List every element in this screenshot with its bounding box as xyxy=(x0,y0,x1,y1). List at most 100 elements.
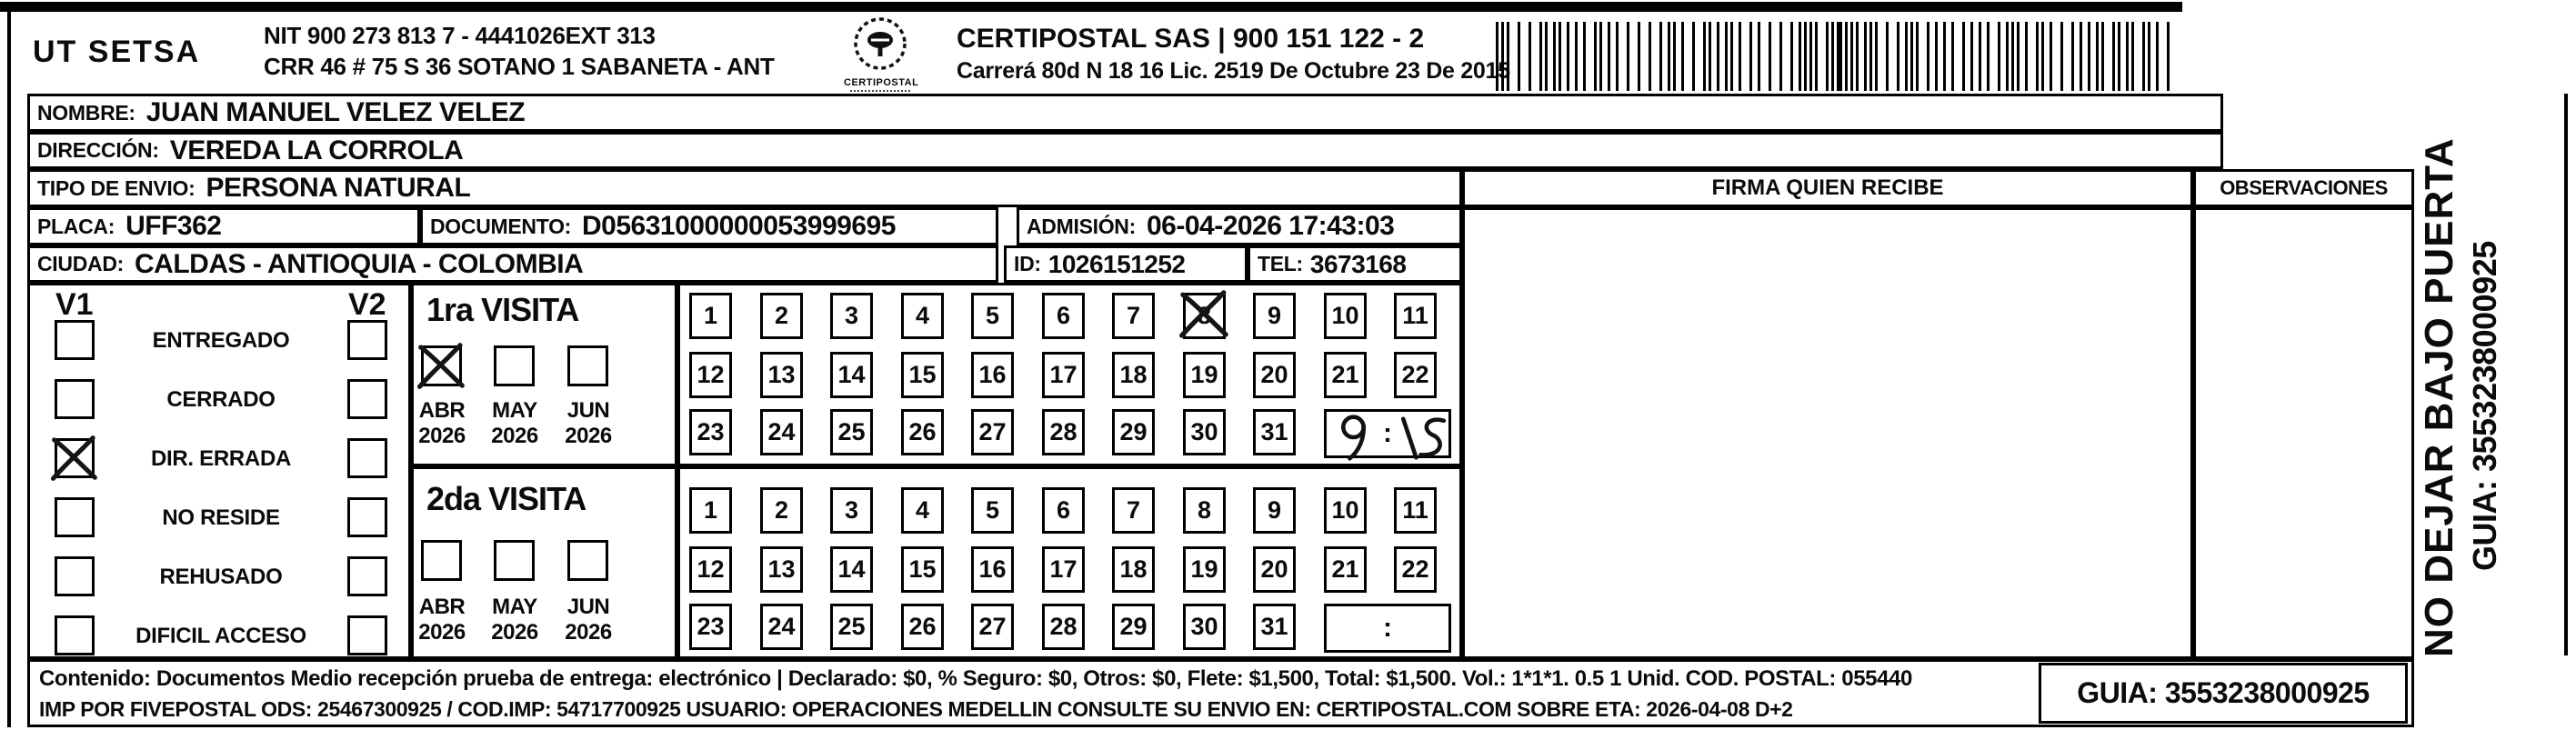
day-number: 14 xyxy=(837,555,866,583)
visit2-month-abr-year: 2026 xyxy=(418,620,466,645)
ciudad-label: CIUDAD: xyxy=(37,252,124,275)
checkbox-v1-entregado xyxy=(55,320,95,360)
status-label-entregado: ENTREGADO xyxy=(152,328,290,353)
visit2-month-jun-label: JUN xyxy=(566,595,610,619)
visit2-day-23: 23 xyxy=(689,604,732,650)
visit2-month-abr-checkbox xyxy=(421,540,462,581)
handwritten-time xyxy=(1341,415,1447,461)
visit1-day-14: 14 xyxy=(830,352,873,398)
day-number: 20 xyxy=(1260,361,1288,388)
day-number: 27 xyxy=(978,418,1007,445)
visit1-day-29: 29 xyxy=(1112,409,1155,455)
day-number: 13 xyxy=(767,555,796,583)
visit1-day-30: 30 xyxy=(1183,409,1226,455)
sender-company-name: UT SETSA xyxy=(33,35,201,69)
day-number: 16 xyxy=(978,555,1007,583)
side-note-warning: NO DEJAR BAJO PUERTA xyxy=(2417,137,2461,657)
visit1-day-31: 31 xyxy=(1253,409,1296,455)
visit2-day-12: 12 xyxy=(689,546,732,593)
visit1-day-24: 24 xyxy=(760,409,803,455)
checkbox-v1-no-reside xyxy=(55,497,95,537)
day-number: 8 xyxy=(1197,496,1212,524)
day-number: 10 xyxy=(1331,496,1359,524)
direccion-value: VEREDA LA CORROLA xyxy=(169,135,464,165)
visit1-day-17: 17 xyxy=(1042,352,1085,398)
day-number: 10 xyxy=(1331,302,1359,329)
status-label-dificil-acceso: DIFICIL ACCESO xyxy=(135,624,306,648)
visit2-day-9: 9 xyxy=(1253,487,1296,534)
day-number: 15 xyxy=(908,361,937,388)
visit1-month-abr-checkbox xyxy=(416,343,465,389)
visit1-day-12: 12 xyxy=(689,352,732,398)
handwritten-x-mark xyxy=(416,343,465,389)
visit2-day-11: 11 xyxy=(1394,487,1437,534)
visit1-day-25: 25 xyxy=(830,409,873,455)
footer-content-line: Contenido: Documentos Medio recepción pr… xyxy=(39,666,1912,691)
day-number: 24 xyxy=(767,613,796,640)
visit1-column-header: V1 xyxy=(55,287,94,322)
time-separator: : xyxy=(1383,613,1392,643)
day-number: 20 xyxy=(1260,555,1288,583)
documento-label: DOCUMENTO: xyxy=(430,214,572,238)
tel-label: TEL: xyxy=(1258,252,1303,275)
direccion-label: DIRECCIÓN: xyxy=(37,138,159,162)
visit1-month-jun-checkbox xyxy=(567,345,608,386)
admision-label: ADMISIÓN: xyxy=(1027,214,1136,238)
visit2-day-2: 2 xyxy=(760,487,803,534)
top-border-bar xyxy=(0,2,2182,12)
visit1-day-9: 9 xyxy=(1253,293,1296,339)
id-value: 1026151252 xyxy=(1047,249,1186,278)
visit1-day-8: 8 xyxy=(1179,290,1228,339)
day-number: 1 xyxy=(703,496,718,524)
day-number: 7 xyxy=(1126,302,1141,329)
visit1-day-20: 20 xyxy=(1253,352,1296,398)
day-number: 21 xyxy=(1331,361,1359,388)
day-number: 29 xyxy=(1119,613,1148,640)
visit2-day-1: 1 xyxy=(689,487,732,534)
visit2-month-may-label: MAY xyxy=(492,595,537,619)
visit2-column-header: V2 xyxy=(348,287,386,322)
visit2-time-box: : xyxy=(1324,604,1451,653)
signature-area xyxy=(1462,207,2193,659)
day-number: 31 xyxy=(1260,613,1288,640)
field-admision: ADMISIÓN: 06-04-2026 17:43:03 xyxy=(1017,207,1462,245)
field-nombre: NOMBRE: JUAN MANUEL VELEZ VELEZ xyxy=(27,94,2223,132)
documento-value: D05631000000053999695 xyxy=(582,211,896,241)
side-note-strip: NO DEJAR BAJO PUERTA GUIA: 3553238000925 xyxy=(2417,94,2567,657)
day-number: 9 xyxy=(1267,496,1282,524)
tipo-label: TIPO DE ENVIO: xyxy=(37,175,195,200)
visit1-day-22: 22 xyxy=(1394,352,1437,398)
day-number: 31 xyxy=(1260,418,1288,445)
visit2-day-27: 27 xyxy=(971,604,1014,650)
visit2-day-22: 22 xyxy=(1394,546,1437,593)
day-number: 22 xyxy=(1401,555,1429,583)
visit2-day-25: 25 xyxy=(830,604,873,650)
visit2-month-may-year: 2026 xyxy=(491,620,538,645)
visit1-day-7: 7 xyxy=(1112,293,1155,339)
first-visit-day-grid: 1 2 3 4 5 6 7 8 9 10 11 12 13 14 15 16 17 18 19 20 21 22 23 24 2… xyxy=(677,283,1462,466)
visit2-day-5: 5 xyxy=(971,487,1014,534)
visit1-day-27: 27 xyxy=(971,409,1014,455)
status-label-dir-errada: DIR. ERRADA xyxy=(150,446,292,471)
side-note-guia: GUIA: 3553238000925 xyxy=(2466,241,2503,571)
day-number: 6 xyxy=(1056,302,1071,329)
second-visit-panel: 2da VISITA ABR 2026 MAY 2026 JUN 2026 xyxy=(411,466,677,659)
firma-quien-recibe-header: FIRMA QUIEN RECIBE xyxy=(1462,169,2193,207)
checkbox-v1-cerrado xyxy=(55,379,95,419)
day-number: 17 xyxy=(1049,361,1078,388)
visit2-day-28: 28 xyxy=(1042,604,1085,650)
first-visit-title: 1ra VISITA xyxy=(426,291,579,328)
day-number: 30 xyxy=(1190,418,1218,445)
day-number: 29 xyxy=(1119,418,1148,445)
second-visit-day-grid: 1 2 3 4 5 6 7 8 9 10 11 12 13 14 15 16 17 18 19 20 21 22 23 24 2… xyxy=(677,466,1462,659)
day-number: 25 xyxy=(837,418,866,445)
tipo-value: PERSONA NATURAL xyxy=(205,173,471,203)
day-number: 14 xyxy=(837,361,866,388)
visit2-day-29: 29 xyxy=(1112,604,1155,650)
placa-label: PLACA: xyxy=(37,214,115,238)
visit1-day-21: 21 xyxy=(1324,352,1367,398)
day-number: 21 xyxy=(1331,555,1359,583)
placa-value: UFF362 xyxy=(125,211,222,241)
visit2-day-10: 10 xyxy=(1324,487,1367,534)
visit2-day-16: 16 xyxy=(971,546,1014,593)
